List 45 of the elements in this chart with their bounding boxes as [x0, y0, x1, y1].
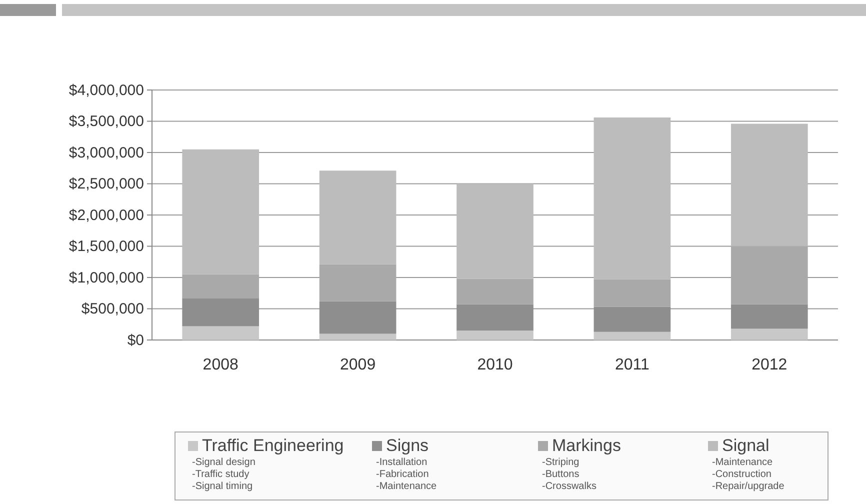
- text: -Fabrication: [376, 469, 429, 480]
- text: -Signal design: [192, 457, 256, 468]
- y-tick-label: $3,000,000: [68, 144, 144, 162]
- x-tick-label: 2008: [202, 356, 238, 374]
- text: -Signal timing: [192, 481, 253, 492]
- y-tick-label: $4,000,000: [68, 82, 144, 99]
- text: -Maintenance: [376, 481, 438, 492]
- text: -Construction: [712, 469, 772, 480]
- bar: [182, 274, 260, 298]
- x-tick-label: 2012: [752, 356, 788, 374]
- y-tick-label: $500,000: [81, 300, 144, 318]
- bar: [730, 124, 808, 246]
- text: -Installation: [376, 457, 428, 468]
- y-tick-label: $1,500,000: [68, 238, 144, 256]
- bar: [730, 328, 808, 340]
- legend-label: Markings: [552, 436, 621, 455]
- bar: [594, 332, 671, 340]
- bar: [456, 278, 534, 304]
- bar: [456, 184, 534, 279]
- y-tick-label: $2,000,000: [68, 206, 144, 224]
- bar: [319, 334, 396, 340]
- y-tick-label: $1,000,000: [68, 269, 144, 286]
- bar: [319, 264, 396, 302]
- bar: [730, 246, 808, 304]
- bar: [594, 118, 671, 280]
- text: -Crosswalks: [542, 481, 596, 492]
- x-tick-label: 2009: [340, 356, 376, 374]
- text: -Repair/upgrade: [712, 481, 785, 492]
- bar: [319, 170, 396, 264]
- text: -Buttons: [542, 469, 580, 480]
- y-tick-label: $3,500,000: [68, 113, 144, 130]
- legend-label: Traffic Engineering: [202, 436, 344, 455]
- bar: [594, 279, 671, 307]
- y-tick-label: $0: [127, 332, 144, 349]
- legend-label: Signal: [722, 436, 770, 455]
- text: -Striping: [542, 457, 580, 468]
- bar: [182, 149, 260, 274]
- bar: [182, 326, 260, 340]
- x-tick-label: 2010: [477, 356, 513, 374]
- bar: [456, 330, 534, 340]
- x-tick-label: 2011: [614, 356, 650, 374]
- y-tick-label: $2,500,000: [68, 176, 144, 193]
- text: -Traffic study: [192, 469, 250, 480]
- text: -Maintenance: [712, 457, 774, 468]
- legend-label: Signs: [386, 436, 429, 455]
